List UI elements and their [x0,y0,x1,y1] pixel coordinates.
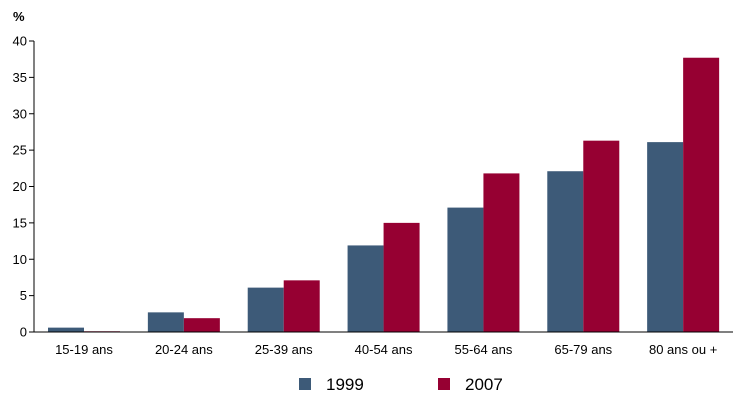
x-tick-label: 55-64 ans [455,342,513,357]
bar-1999-6 [647,142,684,332]
bar-1999-1 [147,312,184,332]
legend-swatch-1999 [299,378,311,390]
bar-1999-2 [247,287,284,332]
legend-swatch-2007 [438,378,450,390]
y-tick-label: 15 [13,215,27,230]
x-axis-ticks: 15-19 ans 20-24 ans 25-39 ans 40-54 ans 55-6… [55,342,717,357]
legend: 1999 2007 [299,375,503,394]
bar-1999-4 [447,207,484,332]
legend-label-2007: 2007 [465,375,503,394]
y-axis-ticks: 0 5 10 15 20 25 30 35 40 [13,34,34,340]
x-tick-label: 65-79 ans [554,342,612,357]
x-tick-label: 25-39 ans [255,342,313,357]
y-axis-unit-label: % [13,9,25,24]
x-tick-label: 80 ans ou + [649,342,717,357]
bar-2007-5 [583,140,620,332]
bar-1999-0 [48,327,84,332]
x-tick-label: 15-19 ans [55,342,113,357]
bar-2007-4 [483,173,520,332]
y-tick-label: 25 [13,143,27,158]
axes [33,41,733,333]
legend-label-1999: 1999 [326,375,364,394]
y-tick-label: 10 [13,252,27,267]
bar-2007-6 [683,57,720,333]
y-tick-label: 35 [13,70,27,85]
y-tick-label: 0 [20,325,27,340]
x-tick-label: 40-54 ans [355,342,413,357]
bar-2007-2 [283,280,320,332]
y-tick-label: 5 [20,288,27,303]
y-tick-label: 20 [13,179,27,194]
bar-2007-1 [183,318,220,332]
bar-1999-5 [547,171,584,332]
x-tick-label: 20-24 ans [155,342,213,357]
y-tick-label: 30 [13,106,27,121]
bar-1999-3 [347,245,384,332]
bars-group [48,57,720,333]
y-tick-label: 40 [13,34,27,49]
bar-2007-3 [383,222,420,332]
